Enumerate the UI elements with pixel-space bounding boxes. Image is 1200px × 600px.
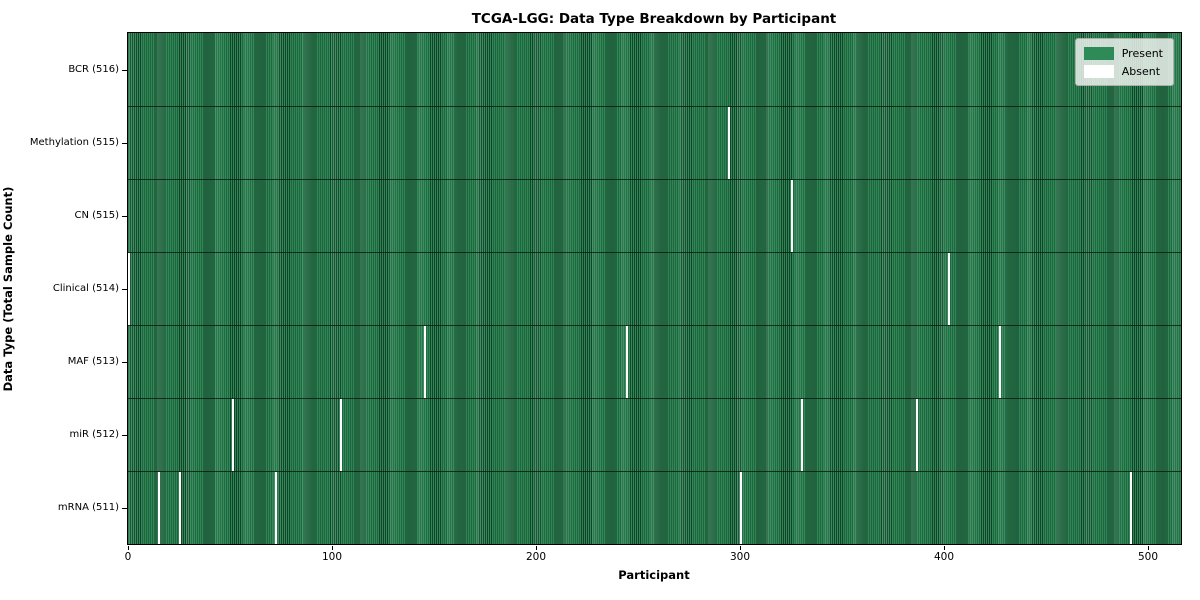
absent-gap: [274, 472, 277, 544]
absent-gap: [791, 180, 794, 252]
legend: Present Absent: [1074, 38, 1174, 86]
y-tick-mark: [122, 508, 127, 509]
heatmap-row-mir: [128, 398, 1181, 471]
absent-gap: [340, 399, 343, 471]
absent-gap: [231, 399, 234, 471]
absent-gap: [727, 107, 730, 179]
y-tick-mark: [122, 70, 127, 71]
legend-item-absent: Absent: [1083, 62, 1163, 80]
absent-gap: [423, 326, 426, 398]
legend-swatch-present: [1083, 46, 1114, 60]
y-tick-mark: [122, 435, 127, 436]
heatmap-row-mrna: [128, 471, 1181, 544]
y-tick-mark: [122, 289, 127, 290]
y-tick-label: miR (512): [69, 429, 119, 440]
x-tick-label: 300: [729, 551, 751, 563]
x-tick-mark: [128, 546, 129, 550]
x-tick-mark: [1148, 546, 1149, 550]
y-tick-label: Clinical (514): [52, 283, 119, 294]
y-tick-label: CN (515): [74, 210, 119, 221]
x-tick-mark: [944, 546, 945, 550]
y-tick-mark: [122, 143, 127, 144]
y-tick-label: MAF (513): [67, 356, 119, 367]
y-tick-mark: [122, 216, 127, 217]
x-tick-label: 400: [933, 551, 955, 563]
y-tick-label: mRNA (511): [57, 502, 119, 513]
legend-item-present: Present: [1083, 44, 1163, 62]
legend-swatch-absent: [1083, 64, 1114, 78]
absent-gap: [948, 253, 951, 325]
x-tick-mark: [332, 546, 333, 550]
absent-gap: [128, 253, 131, 325]
absent-gap: [999, 326, 1002, 398]
heatmap-row-cn: [128, 179, 1181, 252]
absent-gap: [625, 326, 628, 398]
heatmap-row-maf: [128, 325, 1181, 398]
y-tick-label: Methylation (515): [29, 137, 119, 148]
legend-label-absent: Absent: [1121, 64, 1161, 78]
x-tick-mark: [740, 546, 741, 550]
absent-gap: [1129, 472, 1132, 544]
y-tick-mark: [122, 362, 127, 363]
legend-label-present: Present: [1121, 46, 1163, 60]
y-tick-label: BCR (516): [68, 64, 119, 75]
heatmap-plot: Present Absent: [127, 32, 1182, 545]
absent-gap: [740, 472, 743, 544]
absent-gap: [915, 399, 918, 471]
x-tick-label: 100: [321, 551, 343, 563]
heatmap-row-bcr: [128, 33, 1181, 106]
chart-title: TCGA-LGG: Data Type Breakdown by Partici…: [471, 11, 837, 27]
heatmap-row-methylation: [128, 106, 1181, 179]
absent-gap: [178, 472, 181, 544]
x-tick-mark: [536, 546, 537, 550]
x-axis-label: Participant: [618, 568, 690, 582]
absent-gap: [158, 472, 161, 544]
heatmap-row-clinical: [128, 252, 1181, 325]
x-tick-label: 500: [1137, 551, 1159, 563]
absent-gap: [801, 399, 804, 471]
x-tick-label: 0: [124, 551, 132, 563]
x-tick-label: 200: [525, 551, 547, 563]
